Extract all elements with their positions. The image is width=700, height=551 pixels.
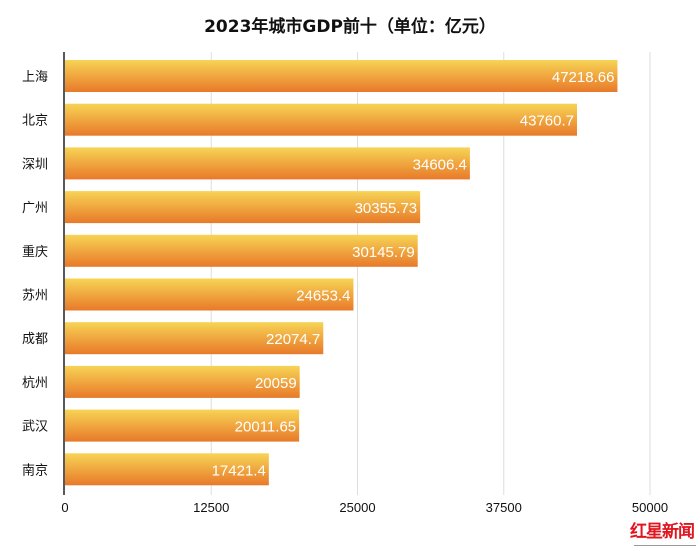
y-category-label: 广州 [22, 201, 48, 216]
x-tick-label: 25000 [339, 500, 375, 515]
data-label: 47218.66 [552, 69, 615, 86]
y-category-label: 苏州 [22, 288, 48, 304]
y-category-label: 武汉 [22, 420, 48, 435]
logo-tagline-rule [634, 545, 696, 546]
data-label: 20011.65 [235, 419, 296, 436]
data-label: 30145.79 [352, 244, 415, 261]
bar [65, 322, 324, 355]
data-label: 30355.73 [355, 200, 418, 217]
y-category-label: 北京 [22, 114, 48, 129]
y-category-label: 重庆 [22, 244, 48, 260]
logo: 红星新闻 [630, 522, 695, 542]
data-label: 17421.4 [212, 462, 266, 479]
y-category-label: 上海 [22, 70, 48, 85]
bar [65, 234, 418, 267]
data-label: 22074.7 [266, 331, 320, 348]
bar [65, 365, 300, 398]
x-tick-label: 0 [61, 500, 68, 515]
bar [65, 191, 421, 224]
bar [65, 278, 354, 311]
bar [65, 103, 578, 136]
chart-title: 2023年城市GDP前十（单位：亿元） [204, 17, 496, 37]
bar [65, 60, 618, 92]
x-tick-label: 50000 [632, 500, 668, 515]
bar [65, 147, 470, 180]
bar [65, 409, 300, 442]
bar [65, 453, 269, 486]
x-tick-label: 37500 [486, 500, 522, 515]
y-category-label: 杭州 [22, 376, 48, 391]
data-label: 43760.7 [520, 113, 574, 130]
data-label: 20059 [255, 375, 297, 392]
y-category-label: 深圳 [22, 157, 48, 172]
x-tick-label: 12500 [193, 500, 229, 515]
data-label: 24653.4 [296, 288, 350, 305]
data-label: 34606.4 [413, 156, 467, 173]
y-category-label: 成都 [22, 332, 48, 347]
y-category-label: 南京 [22, 462, 48, 478]
